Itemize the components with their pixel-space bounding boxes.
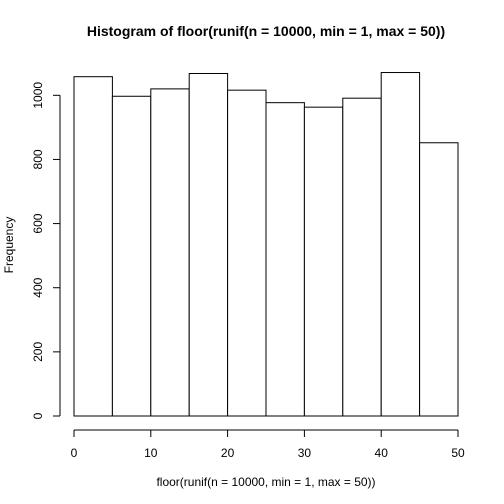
histogram-bar-5 [227,89,267,417]
x-tick-label: 50 [451,446,465,460]
x-axis: 0 10 20 30 40 50 [71,429,465,460]
y-tick-label: 0 [31,412,45,419]
histogram-bar-7 [303,106,344,417]
y-tick-label: 400 [31,277,45,297]
chart-title: Histogram of floor(runif(n = 10000, min … [87,23,445,39]
y-tick-label: 600 [31,213,45,233]
histogram-bar-1 [73,76,113,417]
y-axis-label: Frequency [2,217,16,274]
histogram-bar-3 [150,88,190,417]
histogram-bar-4 [188,72,229,417]
x-tick-label: 30 [298,446,312,460]
bars-group [73,72,459,417]
histogram-bar-6 [265,102,305,417]
histogram-bar-9 [380,72,421,417]
histogram-bar-8 [342,97,382,417]
y-axis: 0 200 400 600 800 1000 [31,82,61,419]
y-tick-label: 200 [31,342,45,362]
x-tick-label: 40 [375,446,389,460]
x-tick-label: 0 [71,446,78,460]
y-tick-label: 1000 [31,82,45,109]
x-axis-label: floor(runif(n = 10000, min = 1, max = 50… [156,475,375,489]
y-tick-label: 800 [31,149,45,169]
histogram-bar-10 [419,142,459,417]
x-tick-label: 20 [221,446,235,460]
histogram-bar-2 [111,95,152,417]
x-tick-label: 10 [144,446,158,460]
